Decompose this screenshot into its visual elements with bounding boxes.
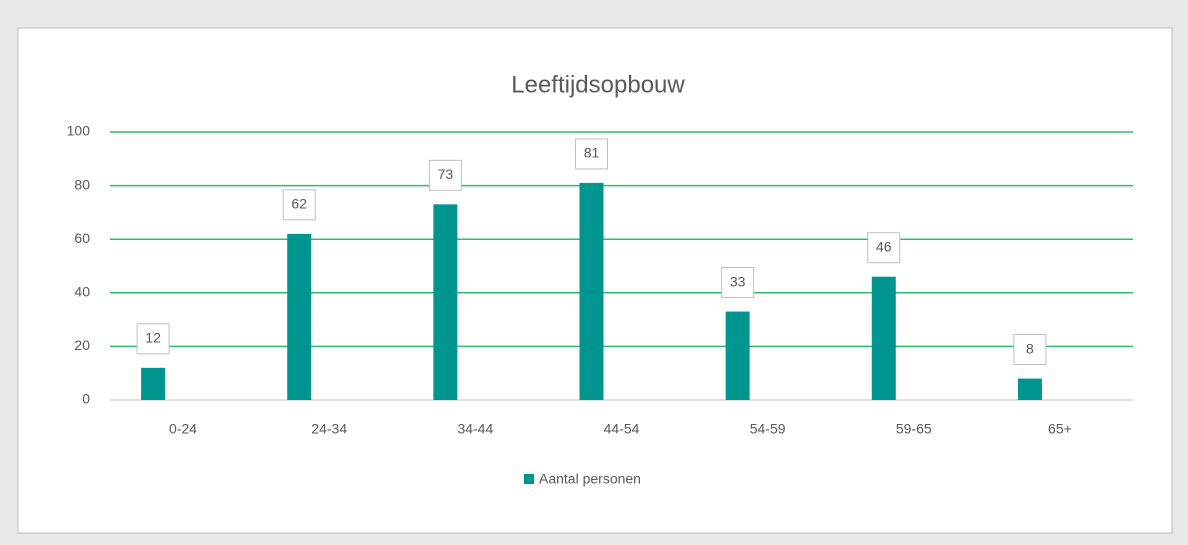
x-tick-label: 34-44 — [457, 421, 493, 437]
y-tick-label: 40 — [74, 284, 90, 300]
data-label-box — [428, 159, 462, 191]
data-label-box — [1013, 334, 1047, 366]
data-label: 8 — [1026, 340, 1034, 356]
data-label-box — [721, 267, 755, 299]
bar — [579, 182, 604, 400]
y-tick-label: 100 — [67, 123, 91, 139]
y-tick-label: 80 — [74, 176, 90, 192]
y-tick-label: 60 — [74, 230, 90, 246]
y-tick-label: 20 — [74, 337, 90, 353]
data-label-box — [282, 189, 316, 221]
data-label: 62 — [291, 196, 307, 212]
bar — [433, 204, 458, 400]
x-tick-label: 54-59 — [750, 421, 786, 437]
data-label-box — [867, 232, 901, 264]
data-label: 81 — [584, 145, 600, 161]
data-label-box — [136, 323, 170, 355]
bar — [287, 233, 312, 400]
legend-label: Aantal personen — [539, 471, 641, 487]
data-label-box — [575, 138, 608, 170]
x-tick-label: 0-24 — [169, 421, 197, 437]
bar — [725, 311, 750, 400]
legend-swatch — [524, 474, 534, 484]
bar — [871, 276, 896, 400]
x-tick-label: 59-65 — [896, 421, 932, 437]
bar — [141, 367, 166, 400]
data-label: 12 — [145, 330, 161, 346]
chart-title: Leeftijdsopbouw — [511, 71, 685, 98]
data-label: 46 — [876, 238, 892, 254]
data-label: 73 — [438, 166, 454, 182]
data-label: 33 — [730, 273, 746, 289]
y-tick-label: 0 — [82, 391, 90, 407]
x-tick-label: 44-54 — [604, 421, 640, 437]
x-tick-label: 65+ — [1048, 421, 1072, 437]
x-tick-label: 24-34 — [311, 421, 347, 437]
bar — [1017, 378, 1042, 400]
